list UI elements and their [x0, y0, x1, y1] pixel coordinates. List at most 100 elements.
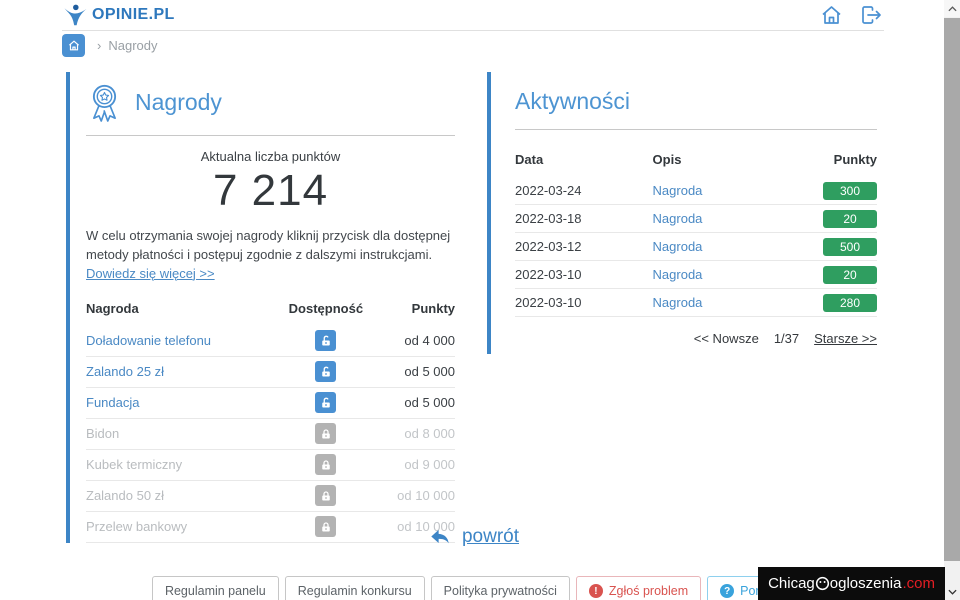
activity-description-link[interactable]: Nagroda — [652, 267, 703, 282]
activity-date: 2022-03-12 — [515, 239, 582, 254]
breadcrumb-current: › Nagrody — [97, 38, 158, 53]
learn-more-link[interactable]: Dowiedz się więcej >> — [86, 265, 215, 281]
reward-row: Przelew bankowy od 10 000 — [86, 512, 455, 543]
button-label: Regulamin panelu — [164, 584, 266, 598]
regulamin-konkursu-button[interactable]: Regulamin konkursu — [284, 576, 425, 600]
button-label: Zgłoś problem — [608, 584, 689, 598]
unlock-open-icon[interactable] — [315, 330, 337, 352]
breadcrumb-home-button[interactable] — [62, 34, 85, 57]
reward-row: Kubek termiczny od 9 000 — [86, 450, 455, 481]
reward-row: Fundacja od 5 000 — [86, 388, 455, 419]
reward-points: od 5 000 — [404, 364, 455, 380]
activity-row: 2022-03-10 Nagroda 20 — [515, 261, 877, 289]
activity-row: 2022-03-12 Nagroda 500 — [515, 233, 877, 261]
lock-closed-icon — [315, 454, 337, 476]
header: OPINIE.PL — [62, 0, 884, 31]
activities-table: Data Opis Punkty 2022-03-24 Nagroda 300 … — [515, 140, 877, 354]
scrollbar-up-arrow-icon[interactable] — [944, 0, 960, 17]
lock-closed-icon — [315, 516, 337, 538]
question-circle-icon: ? — [720, 584, 735, 598]
reward-points: od 10 000 — [397, 519, 455, 535]
rewards-panel-header: Nagrody — [86, 76, 455, 136]
home-icon[interactable] — [819, 3, 844, 27]
points-badge: 20 — [823, 265, 877, 284]
points-badge: 500 — [823, 237, 877, 256]
activity-description-link[interactable]: Nagroda — [652, 239, 703, 254]
col-header-availability: Dostępność — [288, 300, 364, 316]
activity-date: 2022-03-24 — [515, 183, 582, 198]
col-header-points: Punkty — [833, 152, 877, 167]
pagination-older[interactable]: Starsze >> — [814, 331, 877, 346]
footer-bar: Regulamin panelu Regulamin konkursu Poli… — [0, 576, 944, 600]
watermark-text: Chicag — [768, 575, 815, 592]
reward-points: od 9 000 — [404, 457, 455, 473]
rewards-panel: Nagrody Aktualna liczba punktów 7 214 W … — [66, 72, 461, 543]
exclamation-circle-icon: ! — [588, 584, 603, 598]
points-label: Aktualna liczba punktów — [200, 149, 341, 164]
activities-panel: Aktywności Data Opis Punkty 2022-03-24 N… — [487, 72, 881, 354]
lock-closed-icon — [315, 485, 337, 507]
activity-date: 2022-03-10 — [515, 267, 582, 282]
points-badge: 280 — [823, 293, 877, 312]
activity-description-link[interactable]: Nagroda — [652, 211, 703, 226]
reward-points: od 4 000 — [404, 333, 455, 349]
pagination-page-indicator: 1/37 — [773, 331, 800, 346]
button-label: Regulamin konkursu — [297, 584, 412, 598]
scrollbar-track[interactable] — [944, 0, 960, 600]
header-icons — [819, 3, 884, 27]
reward-points: od 10 000 — [397, 488, 455, 504]
polityka-prywatnosci-button[interactable]: Polityka prywatności — [430, 576, 570, 600]
logo-person-icon — [62, 3, 88, 28]
zglos-problem-button[interactable]: ! Zgłoś problem — [575, 576, 702, 600]
activity-description-link[interactable]: Nagroda — [652, 295, 703, 310]
pagination-newer[interactable]: << Nowsze — [693, 331, 759, 346]
reward-name-link: Bidon — [86, 426, 120, 442]
reward-name-link[interactable]: Doładowanie telefonu — [86, 333, 212, 349]
reward-points: od 8 000 — [404, 426, 455, 442]
col-header-description: Opis — [652, 152, 682, 167]
reward-row: Doładowanie telefonu od 4 000 — [86, 326, 455, 357]
activities-panel-header: Aktywności — [515, 76, 877, 130]
regulamin-panelu-button[interactable]: Regulamin panelu — [151, 576, 279, 600]
reward-row: Zalando 25 zł od 5 000 — [86, 357, 455, 388]
col-header-name: Nagroda — [86, 300, 139, 316]
logo-text: OPINIE.PL — [92, 6, 175, 23]
scrollbar-down-arrow-icon[interactable] — [944, 583, 960, 600]
scrollbar-thumb[interactable] — [944, 18, 960, 561]
watermark-domain: .com — [902, 575, 935, 592]
back-link-label: powrót — [461, 526, 520, 547]
watermark-text: ogloszenia — [829, 575, 902, 592]
reward-name-link: Zalando 50 zł — [86, 488, 165, 504]
reward-name-link[interactable]: Zalando 25 zł — [86, 364, 165, 380]
logo[interactable]: OPINIE.PL — [62, 3, 175, 28]
rewards-title: Nagrody — [135, 89, 222, 115]
reward-points: od 5 000 — [404, 395, 455, 411]
col-header-date: Data — [515, 152, 544, 167]
rewards-description: W celu otrzymania swojej nagrody kliknij… — [86, 228, 451, 281]
activities-title: Aktywności — [515, 88, 631, 114]
unlock-open-icon[interactable] — [315, 361, 337, 383]
unlock-open-icon[interactable] — [315, 392, 337, 414]
reward-row: Zalando 50 zł od 10 000 — [86, 481, 455, 512]
activity-date: 2022-03-10 — [515, 295, 582, 310]
rewards-table: Nagroda Dostępność Punkty Doładowanie te… — [86, 297, 455, 543]
points-badge: 20 — [823, 209, 877, 228]
eyes-o-icon — [815, 576, 830, 591]
reward-row: Bidon od 8 000 — [86, 419, 455, 450]
breadcrumb-separator: › — [97, 38, 102, 53]
rewards-table-header: Nagroda Dostępność Punkty — [86, 297, 455, 326]
button-label: Polityka prywatności — [443, 584, 557, 598]
reward-name-link[interactable]: Fundacja — [86, 395, 140, 411]
medal-icon — [86, 82, 123, 123]
logout-icon[interactable] — [858, 3, 884, 27]
activity-row: 2022-03-24 Nagroda 300 — [515, 177, 877, 205]
activity-description-link[interactable]: Nagroda — [652, 183, 703, 198]
col-header-points: Punkty — [411, 300, 455, 316]
points-value: 7 214 — [212, 166, 329, 215]
lock-closed-icon — [315, 423, 337, 445]
points-badge: 300 — [823, 181, 877, 200]
activity-date: 2022-03-18 — [515, 211, 582, 226]
home-icon — [67, 39, 81, 52]
activity-row: 2022-03-18 Nagroda 20 — [515, 205, 877, 233]
back-link[interactable]: powrót — [427, 526, 519, 548]
